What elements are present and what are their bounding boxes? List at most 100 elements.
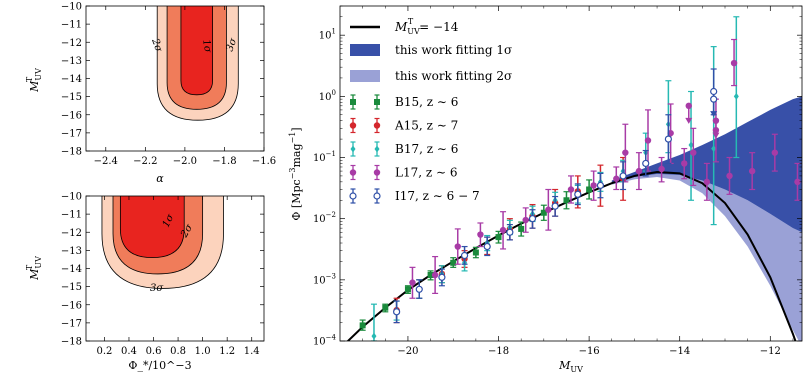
data-point (477, 231, 484, 238)
data-point (382, 304, 389, 311)
data-point (545, 206, 552, 213)
series-B15 (359, 179, 593, 331)
data-point (730, 59, 738, 67)
y-tick-label: −16 (61, 110, 82, 121)
x-tick-label: −2.2 (133, 156, 157, 167)
y-tick-label: −14 (61, 264, 82, 275)
y-tick-label: 10−2 (313, 211, 336, 225)
data-point (644, 137, 652, 144)
data-point (450, 259, 457, 266)
contour-1sigma (119, 196, 185, 259)
legend-band2-label: this work fitting 2σ (395, 69, 512, 83)
data-point (681, 160, 688, 167)
panel-alpha-3sigma-label: 3σ (224, 36, 239, 53)
data-point (771, 149, 779, 156)
data-point (712, 117, 720, 124)
legend-A15-label: A15, z ∼ 7 (394, 119, 458, 133)
panel-phistar-ylabel: MUVT (25, 256, 43, 281)
x-tick-label: 0.2 (96, 346, 112, 357)
data-point (427, 271, 434, 278)
panel-alpha-xlabel: α (156, 172, 164, 185)
panel-luminosity-function: −20 −18 −16 −14 −12 10−4 10−3 10−2 10−1 100 101 MU… (288, 5, 803, 374)
y-tick-label: −11 (61, 20, 82, 31)
data-point (710, 87, 718, 96)
y-tick-label: 10−1 (313, 150, 336, 164)
upper-limit-L17 (685, 102, 693, 124)
x-tick-label: 1.4 (244, 346, 260, 357)
data-point (374, 99, 380, 105)
data-point (726, 172, 733, 180)
x-tick-label: −1.6 (252, 156, 276, 167)
data-point (483, 242, 491, 251)
x-tick-label: −2.4 (94, 156, 118, 167)
data-point (574, 190, 582, 198)
upper-limit-I17 (710, 95, 718, 118)
data-point (642, 159, 650, 168)
data-point (688, 141, 694, 149)
data-point (371, 332, 377, 340)
data-point (658, 165, 665, 173)
x-tick-label: −1.8 (212, 156, 236, 167)
panel-lf-frame (339, 5, 803, 342)
data-point (540, 209, 547, 216)
data-point (349, 192, 357, 200)
series-I17 (393, 68, 718, 324)
y-tick-label: 100 (319, 89, 336, 103)
panel-lf-ylabel: Φ [Mpc−3mag−1] (288, 127, 303, 220)
panel-phistar-3sigma-label: 3σ (150, 283, 164, 294)
data-point (373, 169, 381, 176)
y-tick-label: −13 (61, 56, 82, 67)
y-tick-label: −11 (61, 210, 82, 221)
panel-alpha-ylabel: MUVT (25, 68, 43, 93)
y-tick-label: −12 (61, 38, 82, 49)
x-tick-label: −20 (397, 346, 418, 357)
y-tick-label: −15 (61, 92, 82, 103)
y-tick-label: −18 (61, 147, 82, 158)
contour-1sigma (180, 6, 213, 96)
y-tick-label: −12 (61, 228, 82, 239)
y-tick-label: −10 (61, 192, 82, 203)
y-tick-label: −10 (61, 2, 82, 13)
y-tick-label: −16 (61, 300, 82, 311)
data-point (733, 92, 739, 100)
data-point (590, 182, 597, 189)
y-tick-label: 101 (319, 28, 336, 42)
y-tick-label: 10−3 (313, 272, 336, 286)
y-tick-label: −14 (61, 74, 82, 85)
data-point (350, 99, 356, 105)
y-tick-label: −15 (61, 282, 82, 293)
legend-band1-label: this work fitting 1σ (395, 43, 512, 57)
data-point (350, 145, 356, 153)
data-point (596, 181, 605, 189)
data-point (431, 271, 439, 279)
data-point (710, 95, 718, 103)
panel-lf-xlabel: MUV (558, 359, 583, 374)
legend-B15-label: B15, z ∼ 6 (395, 95, 458, 109)
legend: MUVT = −14 this work fitting 1σ this work f… (349, 17, 512, 204)
data-point (374, 145, 380, 153)
x-tick-label: 1.0 (195, 346, 211, 357)
series-L17 (409, 38, 801, 299)
panel-alpha-1sigma-label: 1σ (200, 39, 213, 55)
data-point (460, 251, 469, 260)
data-point (703, 178, 711, 186)
panel-phistar-xlabel: Φ_*/10^−3 (128, 359, 191, 372)
data-point (748, 167, 756, 175)
upper-limit-L17 (712, 117, 720, 139)
data-point (359, 322, 366, 329)
data-point (563, 197, 570, 204)
panel-phistar: 0.2 0.4 0.6 0.8 1.0 1.2 1.4 −10 −11 −12 −13 −14 −15 −… (25, 192, 265, 372)
x-tick-label: −16 (579, 346, 600, 357)
data-point (472, 249, 479, 256)
data-point (438, 273, 446, 281)
data-point (528, 215, 537, 223)
data-point (522, 216, 529, 224)
band-2sigma (611, 171, 802, 341)
data-point (664, 135, 672, 143)
panel-alpha-2sigma-label: 2σ (149, 36, 165, 54)
y-tick-label: 10−4 (313, 334, 337, 348)
data-point (506, 228, 514, 236)
legend-curve-label: MUVT = −14 (394, 17, 459, 36)
data-point (794, 178, 801, 186)
